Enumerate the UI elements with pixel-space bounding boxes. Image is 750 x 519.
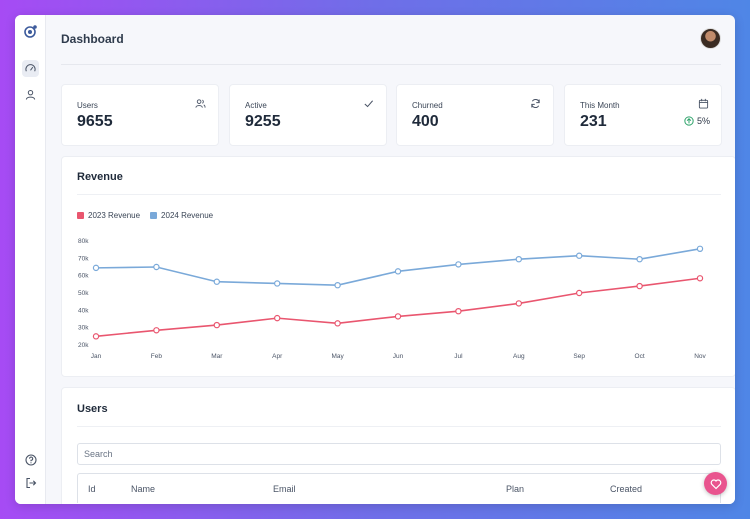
data-point xyxy=(696,245,704,253)
data-point xyxy=(334,281,341,289)
y-tick-label: 80k xyxy=(78,238,89,245)
stat-change-value: 5% xyxy=(696,116,710,126)
x-tick-label: Jun xyxy=(393,353,404,360)
data-point xyxy=(576,289,583,297)
sidebar-item-users[interactable] xyxy=(22,86,39,103)
y-tick-label: 40k xyxy=(78,307,89,314)
revenue-title: Revenue xyxy=(77,171,123,183)
data-point xyxy=(636,255,643,263)
column-header-plan[interactable]: Plan xyxy=(506,484,525,494)
legend-label-2023: 2023 Revenue xyxy=(88,211,141,220)
users-divider xyxy=(77,426,721,427)
data-point xyxy=(213,278,220,285)
legend-item-2024[interactable]: 2024 Revenue xyxy=(150,211,213,220)
sidebar-item-dashboard[interactable] xyxy=(22,60,39,77)
x-tick-label: Jan xyxy=(91,353,102,360)
stat-value: 9655 xyxy=(77,113,113,130)
data-point xyxy=(576,252,583,259)
column-header-email[interactable]: Email xyxy=(273,484,296,494)
data-point xyxy=(394,313,402,320)
logout-icon xyxy=(25,477,36,488)
data-point xyxy=(153,327,160,334)
check-icon xyxy=(364,100,374,108)
x-tick-label: Jul xyxy=(454,353,463,360)
search-input[interactable] xyxy=(77,443,721,465)
stat-card-users: Users 9655 xyxy=(61,84,219,146)
legend-swatch-2023 xyxy=(77,212,84,219)
column-header-name[interactable]: Name xyxy=(131,484,156,494)
data-point xyxy=(92,264,100,272)
calendar-icon xyxy=(698,98,709,109)
legend-swatch-2024 xyxy=(150,212,158,219)
stat-value: 231 xyxy=(580,113,607,130)
users-card: Users Id Name Email Plan Created xyxy=(61,387,735,504)
data-point xyxy=(213,321,220,329)
legend-item-2023[interactable]: 2023 Revenue xyxy=(77,211,140,220)
y-tick-label: 30k xyxy=(78,325,89,332)
stat-card-active: Active 9255 xyxy=(229,84,387,146)
revenue-line-chart: 20k 30k 40k 50k 60k 70k 80k Jan Feb Mar Apr May Jun J… xyxy=(78,238,707,360)
stat-change: 5% xyxy=(684,116,710,126)
x-tick-label: Apr xyxy=(272,353,283,360)
page-title: Dashboard xyxy=(61,32,124,46)
x-tick-label: Mar xyxy=(211,353,223,360)
help-icon xyxy=(24,453,37,466)
header-divider xyxy=(61,64,721,65)
x-tick-label: Nov xyxy=(694,353,706,360)
users-icon xyxy=(195,99,206,108)
heart-icon xyxy=(710,478,721,489)
stat-label: Churned xyxy=(412,101,443,110)
data-point xyxy=(515,255,522,263)
y-tick-label: 60k xyxy=(78,273,89,280)
chart-legend: 2023 Revenue 2024 Revenue xyxy=(77,211,213,220)
sidebar-item-help[interactable] xyxy=(22,451,39,468)
revenue-card: Revenue 2023 Revenue 2024 Revenue 20k 30k… xyxy=(61,156,735,377)
data-point xyxy=(92,333,100,340)
stat-value: 400 xyxy=(412,113,439,130)
data-point xyxy=(455,307,462,315)
data-point xyxy=(636,282,643,290)
stat-label: Active xyxy=(245,101,267,110)
app-window: Dashboard Users 9655 Active 9255 Churned… xyxy=(15,15,735,504)
y-tick-label: 70k xyxy=(78,255,89,262)
stat-label: Users xyxy=(77,101,98,110)
data-point xyxy=(455,261,462,268)
column-header-id[interactable]: Id xyxy=(88,484,96,494)
data-point xyxy=(153,263,160,271)
sidebar xyxy=(15,15,46,504)
x-tick-label: Aug xyxy=(513,353,525,360)
stat-label: This Month xyxy=(580,101,620,110)
x-tick-label: Feb xyxy=(151,353,163,360)
x-tick-label: Sep xyxy=(573,353,585,360)
legend-label-2024: 2024 Revenue xyxy=(161,211,214,220)
data-point xyxy=(273,314,281,322)
refresh-icon xyxy=(531,99,540,108)
data-point xyxy=(273,280,281,287)
y-tick-label: 20k xyxy=(78,342,89,349)
arrow-up-circle-icon xyxy=(684,116,694,126)
revenue-divider xyxy=(77,194,721,195)
speedometer-icon xyxy=(25,64,36,72)
avatar[interactable] xyxy=(700,28,721,49)
table-header: Id Name Email Plan Created xyxy=(77,473,721,503)
series-line-2024 xyxy=(95,248,701,287)
data-point xyxy=(515,300,522,307)
sidebar-item-logout[interactable] xyxy=(22,474,39,491)
main-content: Dashboard Users 9655 Active 9255 Churned… xyxy=(46,15,735,504)
favorite-button[interactable] xyxy=(704,472,727,495)
user-icon xyxy=(25,89,36,100)
users-title: Users xyxy=(77,403,108,415)
stat-card-this-month: This Month 231 5% xyxy=(564,84,722,146)
x-tick-label: Oct xyxy=(635,353,645,360)
stat-card-churned: Churned 400 xyxy=(396,84,554,146)
logo-icon[interactable] xyxy=(22,23,39,40)
column-header-created[interactable]: Created xyxy=(610,484,643,494)
y-tick-label: 50k xyxy=(78,290,89,297)
stat-value: 9255 xyxy=(245,113,281,130)
data-point xyxy=(334,320,341,327)
data-point xyxy=(696,275,704,282)
series-line-2023 xyxy=(95,277,701,338)
data-point xyxy=(394,268,402,275)
x-tick-label: May xyxy=(331,353,344,360)
